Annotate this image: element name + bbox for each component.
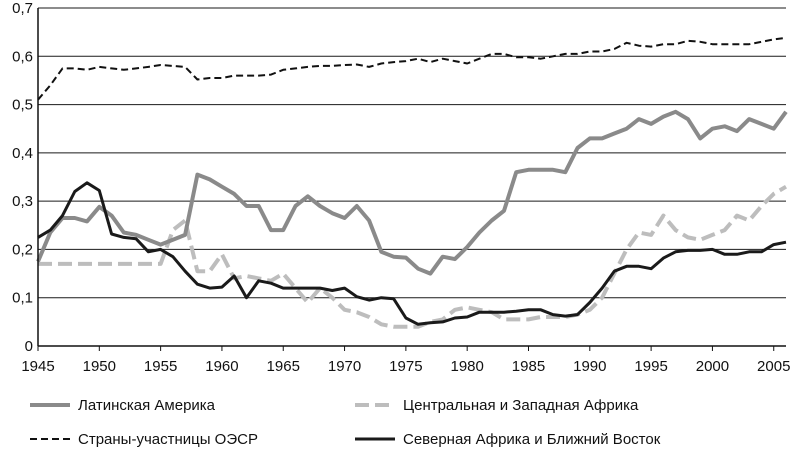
y-tick-label: 0,2: [12, 241, 33, 258]
series-line-0: [36, 109, 788, 276]
series-line-2: [37, 36, 787, 101]
series-line-1: [38, 184, 788, 329]
y-tick-label: 0,4: [12, 145, 33, 162]
legend-label-3: Северная Африка и Ближний Восток: [403, 431, 661, 448]
y-tick-label: 0,7: [12, 0, 33, 17]
x-tick-label: 1965: [267, 358, 300, 375]
y-tick-label: 0: [25, 338, 33, 355]
x-tick-label: 1975: [389, 358, 422, 375]
x-tick-label: 1995: [634, 358, 667, 375]
legend-label-1: Центральная и Западная Африка: [403, 397, 639, 414]
y-tick-label: 0,5: [12, 97, 33, 114]
x-tick-label: 1945: [21, 358, 54, 375]
y-tick-label: 0,1: [12, 290, 33, 307]
x-tick-label: 1960: [205, 358, 238, 375]
x-tick-label: 1955: [144, 358, 177, 375]
x-tick-label: 1950: [83, 358, 116, 375]
series-group: [36, 36, 788, 329]
series-line-3: [37, 181, 787, 326]
x-tick-label: 1985: [512, 358, 545, 375]
y-tick-label: 0,6: [12, 48, 33, 65]
legend: Латинская Америка Центральная и Западная …: [30, 397, 661, 448]
x-tick-label: 2000: [696, 358, 729, 375]
x-tick-label: 1970: [328, 358, 361, 375]
y-tick-label: 0,3: [12, 193, 33, 210]
x-axis-ticks: 1945 1950 1955 1960 1965 1970 1975 1980 1985 1990…: [21, 346, 790, 375]
y-axis-ticks: 0 0,1 0,2 0,3 0,4 0,5 0,6 0,7: [12, 0, 33, 355]
x-tick-label: 1990: [573, 358, 606, 375]
x-tick-label: 1980: [450, 358, 483, 375]
x-tick-label: 2005: [757, 358, 790, 375]
legend-label-2: Страны-участницы ОЭСР: [78, 431, 258, 448]
legend-label-0: Латинская Америка: [78, 397, 216, 414]
